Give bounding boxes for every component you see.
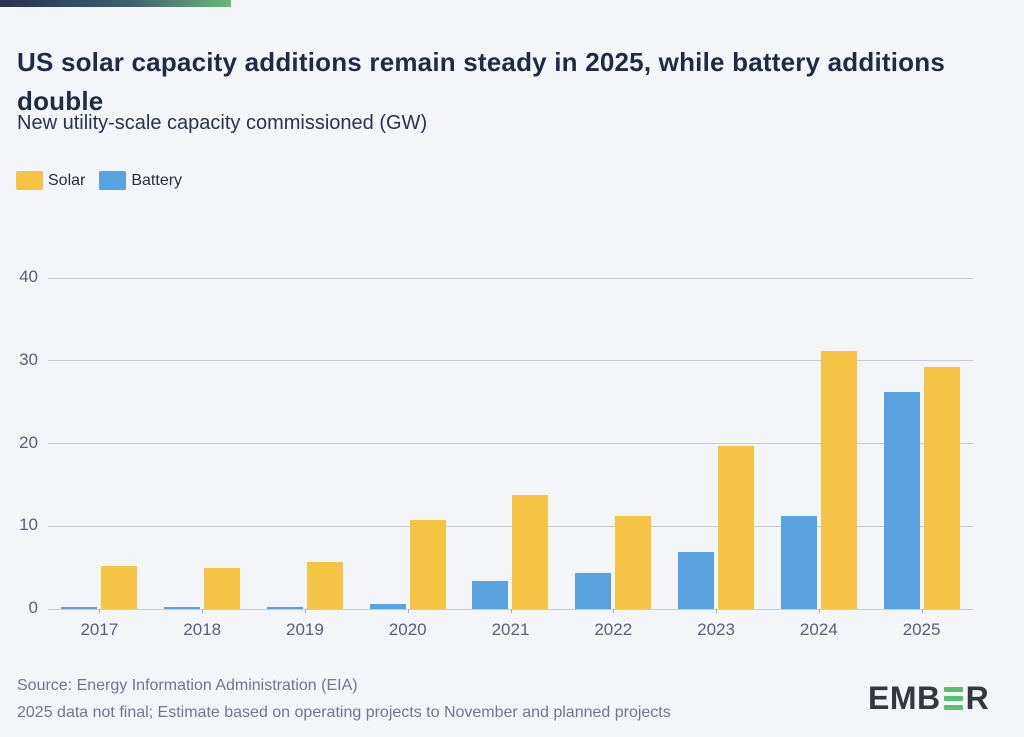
bar-group-2018 bbox=[151, 278, 254, 609]
accent-gradient-bar bbox=[0, 0, 231, 7]
bar-group-2019 bbox=[254, 278, 357, 609]
x-axis-tick bbox=[716, 609, 718, 613]
bar-group-2021 bbox=[459, 278, 562, 609]
logo-green-e-icon bbox=[943, 687, 963, 710]
bar-group-2024 bbox=[767, 278, 870, 609]
legend-item-battery: Battery bbox=[99, 171, 182, 190]
bar-group-2023 bbox=[665, 278, 768, 609]
legend-item-solar: Solar bbox=[16, 171, 85, 190]
bar-battery-2021 bbox=[472, 580, 509, 609]
bar-battery-2018 bbox=[164, 607, 201, 609]
gridline bbox=[48, 443, 973, 444]
logo-e-bar bbox=[943, 696, 963, 701]
bar-battery-2020 bbox=[369, 604, 406, 609]
x-tick-label-2021: 2021 bbox=[491, 620, 530, 639]
ember-logo: EMB R bbox=[868, 680, 990, 716]
x-axis-tick bbox=[407, 609, 409, 613]
source-line-1: Source: Energy Information Administratio… bbox=[17, 677, 358, 694]
x-axis-tick bbox=[202, 609, 204, 613]
x-axis-tick bbox=[613, 609, 615, 613]
gridline bbox=[48, 525, 973, 527]
gridline bbox=[48, 360, 973, 362]
solar-swatch bbox=[16, 171, 43, 190]
bar-battery-2024 bbox=[780, 515, 817, 609]
y-tick-label: 0 bbox=[28, 598, 38, 617]
chart-subtitle: New utility-scale capacity commissioned … bbox=[17, 112, 428, 134]
bar-battery-2025 bbox=[883, 392, 920, 609]
x-tick-label-2017: 2017 bbox=[80, 620, 119, 639]
chart-title: US solar capacity additions remain stead… bbox=[17, 47, 945, 117]
x-tick-label-2018: 2018 bbox=[183, 620, 222, 639]
legend-label-battery: Battery bbox=[131, 171, 183, 189]
x-axis-tick bbox=[818, 609, 820, 613]
bar-solar-2019 bbox=[306, 561, 343, 609]
logo-text-r: R bbox=[965, 680, 990, 716]
y-tick-label: 20 bbox=[19, 432, 38, 452]
source-line-2: 2025 data not final; Estimate based on o… bbox=[17, 704, 671, 721]
logo-e-bar bbox=[943, 705, 963, 710]
bar-group-2025 bbox=[870, 278, 973, 609]
plot-area: 0 10 20 30 40 2017 2018 2019 2020 2021 2022 2023 202… bbox=[19, 267, 973, 639]
gridline bbox=[48, 277, 973, 279]
bar-battery-2019 bbox=[266, 606, 303, 609]
bar-group-2020 bbox=[356, 278, 459, 609]
x-axis-tick bbox=[304, 609, 306, 613]
x-tick-label-2023: 2023 bbox=[697, 620, 735, 639]
bar-solar-2018 bbox=[204, 568, 241, 609]
source-note: Source: Energy Information Administratio… bbox=[17, 672, 671, 726]
bar-solar-2017 bbox=[101, 565, 138, 609]
bar-group-2022 bbox=[562, 278, 665, 609]
bar-solar-2020 bbox=[409, 519, 446, 609]
bar-solar-2022 bbox=[615, 515, 652, 609]
y-tick-label: 30 bbox=[19, 349, 38, 369]
legend-label-solar: Solar bbox=[48, 171, 86, 189]
x-tick-label-2022: 2022 bbox=[594, 620, 633, 639]
logo-e-bar bbox=[943, 687, 963, 692]
bar-solar-2024 bbox=[820, 350, 857, 609]
bar-battery-2017 bbox=[61, 607, 98, 609]
y-tick-label: 40 bbox=[19, 267, 38, 286]
logo-text-emb: EMB bbox=[868, 680, 941, 716]
bar-group-2017 bbox=[48, 278, 151, 609]
x-tick-label-2020: 2020 bbox=[388, 620, 427, 639]
bar-battery-2023 bbox=[678, 551, 715, 609]
x-tick-label-2019: 2019 bbox=[286, 620, 324, 639]
bar-battery-2022 bbox=[575, 573, 612, 609]
x-tick-label-2025: 2025 bbox=[902, 620, 941, 639]
bar-solar-2023 bbox=[718, 445, 755, 609]
chart-legend: Solar Battery bbox=[16, 171, 182, 190]
x-tick-label-2024: 2024 bbox=[799, 620, 838, 639]
bar-solar-2025 bbox=[923, 367, 960, 609]
battery-swatch bbox=[99, 171, 127, 190]
bar-solar-2021 bbox=[512, 494, 549, 609]
x-axis-tick bbox=[921, 609, 923, 613]
y-tick-label: 10 bbox=[19, 515, 38, 535]
x-axis-tick bbox=[510, 609, 512, 613]
x-axis-tick bbox=[99, 609, 101, 613]
